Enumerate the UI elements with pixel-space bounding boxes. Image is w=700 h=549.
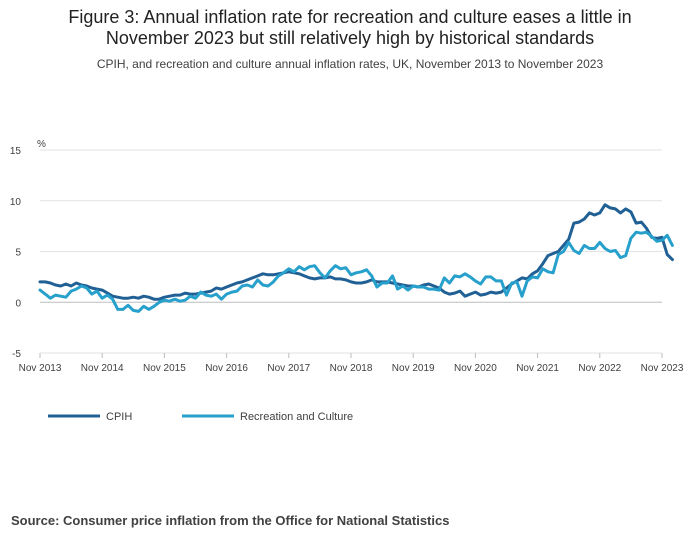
chart-subtitle: CPIH, and recreation and culture annual … bbox=[96, 57, 604, 71]
y-tick-label: 5 bbox=[15, 248, 21, 259]
series-line-recreation-and-culture bbox=[38, 230, 674, 313]
series-line-cpih bbox=[38, 203, 674, 301]
x-tick-label: Nov 2013 bbox=[19, 363, 62, 374]
legend-label-recreation-and-culture: Recreation and Culture bbox=[240, 411, 353, 423]
x-tick-label: Nov 2020 bbox=[454, 363, 497, 374]
x-tick-label: Nov 2019 bbox=[392, 363, 435, 374]
y-tick-label: -5 bbox=[12, 349, 21, 360]
chart-title-line-2: November 2023 but still relatively high … bbox=[105, 28, 595, 48]
x-tick-label: Nov 2023 bbox=[641, 363, 684, 374]
x-tick-label: Nov 2022 bbox=[578, 363, 621, 374]
x-tick-label: Nov 2015 bbox=[143, 363, 186, 374]
y-axis-label: % bbox=[37, 139, 46, 150]
y-tick-label: 0 bbox=[15, 298, 21, 309]
chart-title-line-1: Figure 3: Annual inflation rate for recr… bbox=[68, 7, 632, 27]
chart-title: Figure 3: Annual inflation rate for recr… bbox=[0, 7, 700, 49]
source-note: Source: Consumer price inflation from th… bbox=[11, 513, 450, 528]
x-tick-label: Nov 2016 bbox=[205, 363, 248, 374]
x-tick-label: Nov 2014 bbox=[81, 363, 124, 374]
x-tick-label: Nov 2017 bbox=[267, 363, 310, 374]
y-tick-label: 15 bbox=[10, 146, 22, 157]
x-tick-label: Nov 2021 bbox=[516, 363, 559, 374]
y-tick-label: 10 bbox=[10, 197, 22, 208]
legend-label-cpih: CPIH bbox=[106, 411, 132, 423]
x-tick-label: Nov 2018 bbox=[330, 363, 373, 374]
